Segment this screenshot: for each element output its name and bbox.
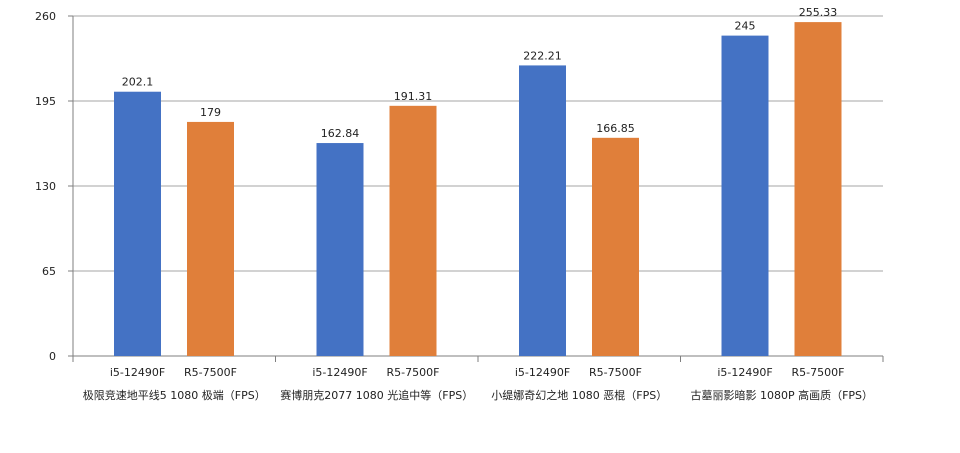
y-tick-label: 195 bbox=[35, 95, 56, 108]
y-tick-label: 0 bbox=[49, 350, 56, 363]
bar-value-label: 245 bbox=[735, 20, 756, 33]
y-tick-label: 260 bbox=[35, 10, 56, 23]
labels-layer: 0 65 130 195 260 202.1 i5-12490F 179 R5-7500F 极限竞… bbox=[35, 6, 873, 402]
bar-r5-7500f bbox=[592, 137, 639, 356]
bar-i5-12490f bbox=[721, 35, 769, 356]
x-category-label: i5-12490F bbox=[312, 366, 367, 379]
y-tick-label: 65 bbox=[42, 265, 56, 278]
bar-r5-7500f bbox=[187, 121, 234, 356]
bar-value-label: 191.31 bbox=[394, 90, 433, 103]
x-category-label: R5-7500F bbox=[792, 366, 845, 379]
bar-value-label: 166.85 bbox=[596, 122, 635, 135]
x-group-label: 小缇娜奇幻之地 1080 恶棍（FPS） bbox=[491, 388, 667, 402]
bar-i5-12490f bbox=[316, 143, 364, 356]
bar-r5-7500f bbox=[794, 22, 842, 356]
bar-r5-7500f bbox=[389, 105, 437, 357]
bar-i5-12490f bbox=[114, 91, 161, 356]
bar-value-label: 202.1 bbox=[122, 76, 154, 89]
x-category-label: R5-7500F bbox=[589, 366, 642, 379]
x-category-label: i5-12490F bbox=[515, 366, 570, 379]
x-category-label: R5-7500F bbox=[387, 366, 440, 379]
bar-value-label: 255.33 bbox=[799, 6, 838, 19]
bar-i5-12490f bbox=[519, 65, 566, 356]
x-group-label: 极限竞速地平线5 1080 极端（FPS） bbox=[83, 388, 266, 402]
x-group-label: 古墓丽影暗影 1080P 高画质（FPS） bbox=[690, 388, 873, 402]
x-category-label: i5-12490F bbox=[717, 366, 772, 379]
x-category-label: R5-7500F bbox=[184, 366, 237, 379]
bar-value-label: 179 bbox=[200, 106, 221, 119]
bar-value-label: 162.84 bbox=[321, 127, 360, 140]
bars-layer bbox=[114, 22, 842, 357]
x-group-label: 赛博朋克2077 1080 光追中等（FPS） bbox=[280, 388, 473, 402]
bar-value-label: 222.21 bbox=[523, 49, 562, 62]
y-tick-label: 130 bbox=[35, 180, 56, 193]
x-category-label: i5-12490F bbox=[110, 366, 165, 379]
